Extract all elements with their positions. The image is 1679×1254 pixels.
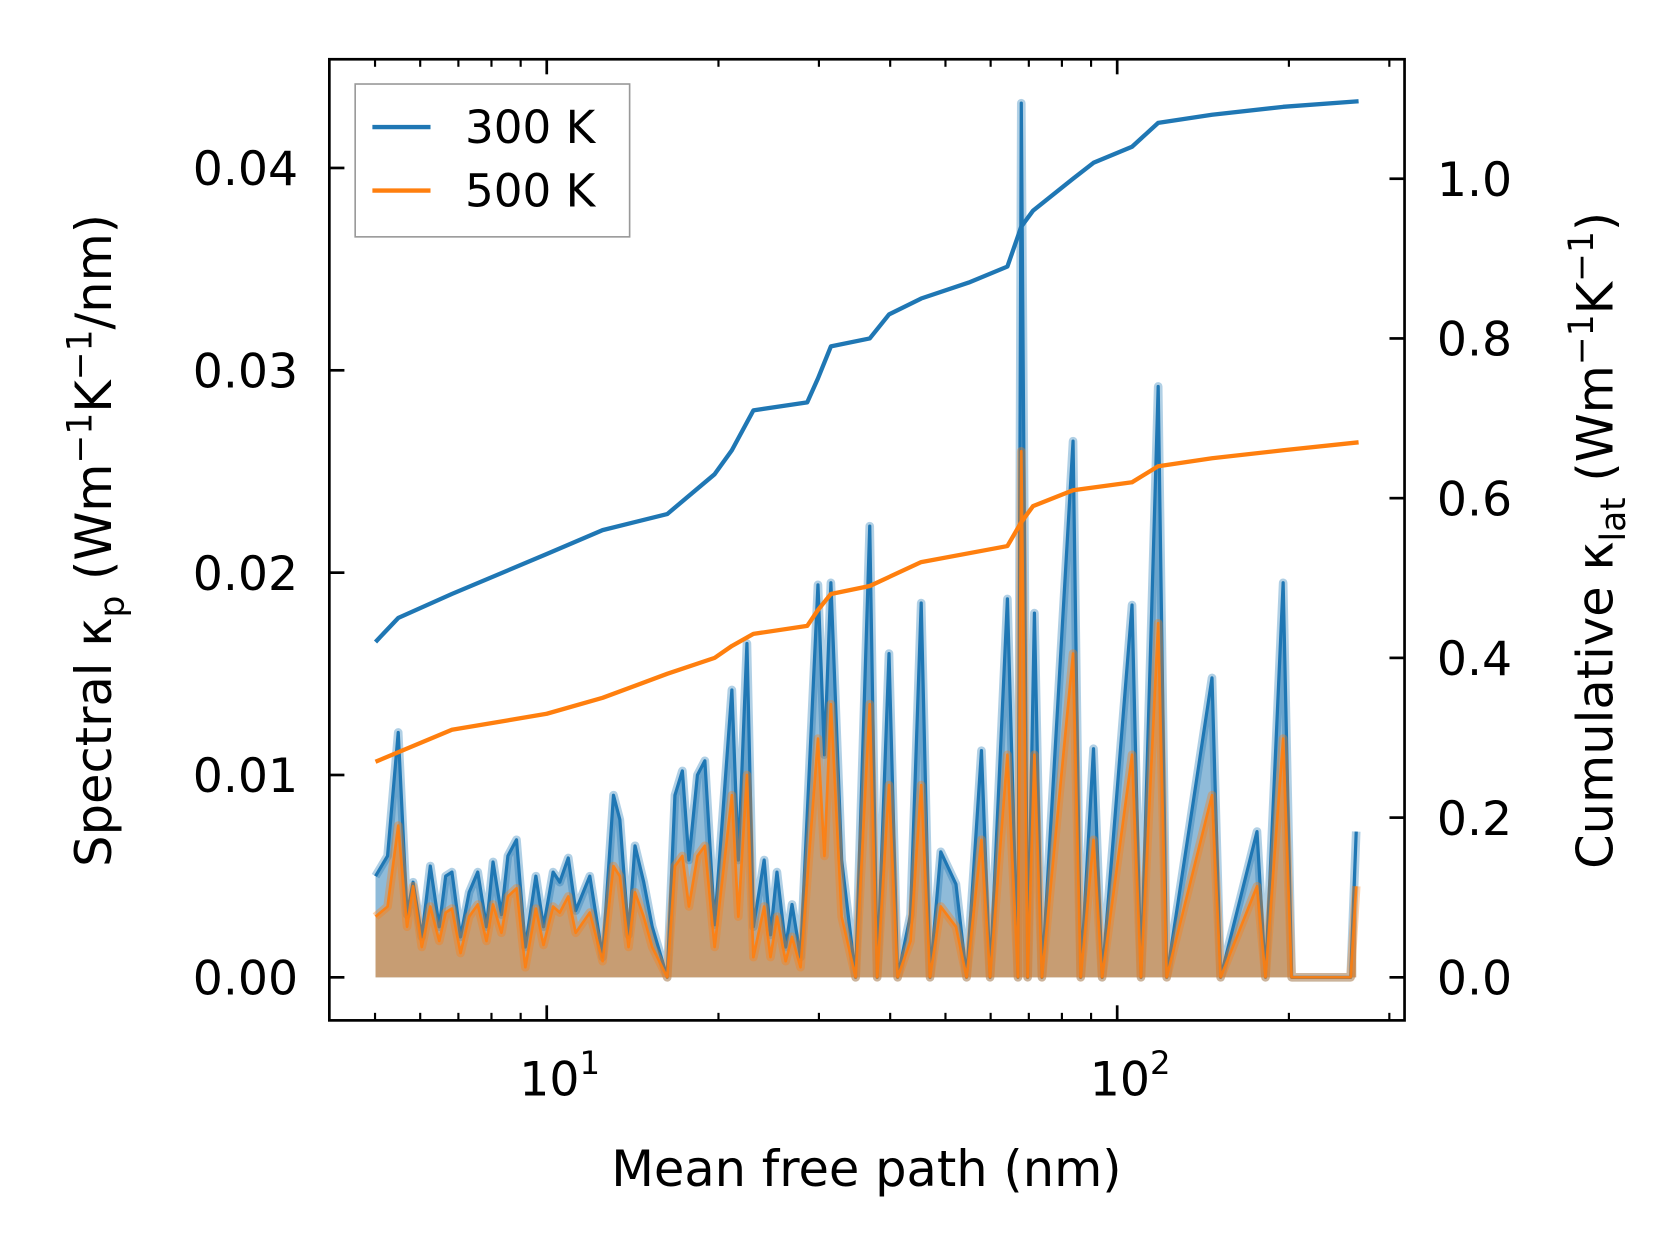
legend: 300 K 500 K [354, 83, 631, 238]
y-left-tick-label: 0.00 [193, 952, 298, 1007]
legend-label-300k: 300 K [465, 101, 597, 154]
y-right-tick-label: 1.0 [1437, 153, 1512, 208]
plot-area [371, 98, 1361, 982]
y-right-tick-label: 0.8 [1437, 313, 1512, 368]
cumulative-line-500k [374, 440, 1359, 764]
spectral-edge-500k [372, 446, 1361, 982]
y-axis-label-right: Cumulative κlat (Wm−1K−1) [1562, 212, 1634, 869]
axes: 101 102 0.00 0.01 0.02 0.03 0.04 0.0 0.2 0.4 0.6 0.… [193, 57, 1512, 1108]
y-right-tick-label: 0.4 [1437, 632, 1512, 687]
y-left-tick-label: 0.04 [193, 142, 298, 197]
cumulative-line-300k [373, 99, 1359, 644]
x-axis-label: Mean free path (nm) [611, 1140, 1121, 1198]
y-right-tick-label: 0.0 [1437, 952, 1512, 1007]
y-right-tick-label: 0.6 [1437, 472, 1512, 527]
spectral-line-500k [374, 449, 1358, 979]
y-left-tick-label: 0.02 [193, 547, 298, 602]
y-right-tick-label: 0.2 [1437, 792, 1512, 847]
y-left-tick-label: 0.03 [193, 345, 298, 400]
y-axis-label-left: Spectral κp (Wm−1K−1/nm) [60, 214, 132, 867]
spectral-edge-300k [371, 98, 1361, 982]
spectral-line-300k [374, 101, 1358, 979]
legend-frame [354, 83, 631, 238]
y-left-tick-label: 0.01 [193, 749, 298, 804]
axes-frame [327, 57, 1406, 1022]
x-tick-label: 102 [1090, 1044, 1171, 1108]
legend-label-500k: 500 K [465, 165, 597, 218]
x-tick-label: 101 [519, 1044, 600, 1108]
